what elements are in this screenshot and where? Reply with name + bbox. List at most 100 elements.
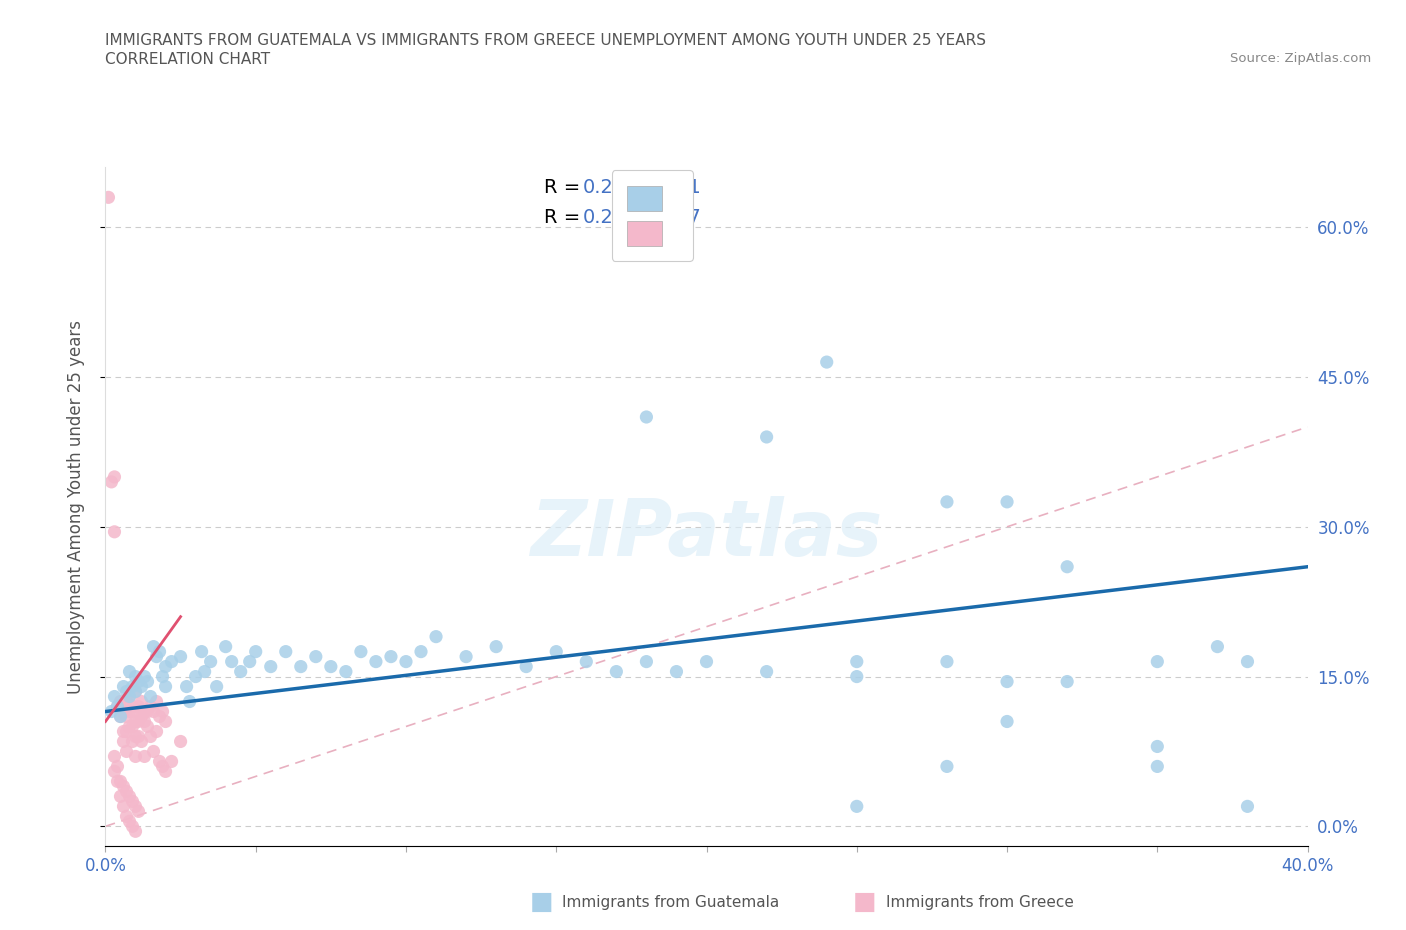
Point bbox=[364, 654, 387, 669]
Point bbox=[131, 734, 153, 749]
Point bbox=[97, 190, 120, 205]
Point bbox=[636, 654, 658, 669]
Point bbox=[136, 674, 159, 689]
Text: ■: ■ bbox=[530, 890, 553, 914]
Point bbox=[380, 649, 402, 664]
Point bbox=[319, 659, 342, 674]
Point bbox=[176, 679, 198, 694]
Point bbox=[274, 644, 297, 659]
Point bbox=[169, 734, 191, 749]
Point bbox=[815, 354, 838, 369]
Point bbox=[350, 644, 373, 659]
Point bbox=[605, 664, 627, 679]
Point bbox=[214, 639, 236, 654]
Point bbox=[1236, 799, 1258, 814]
Point bbox=[575, 654, 598, 669]
Point bbox=[148, 709, 170, 724]
Point bbox=[103, 470, 125, 485]
Point bbox=[1146, 759, 1168, 774]
Point bbox=[115, 744, 138, 759]
Text: IMMIGRANTS FROM GUATEMALA VS IMMIGRANTS FROM GREECE UNEMPLOYMENT AMONG YOUTH UND: IMMIGRANTS FROM GUATEMALA VS IMMIGRANTS … bbox=[105, 33, 987, 47]
Point bbox=[118, 664, 141, 679]
Point bbox=[103, 749, 125, 764]
Point bbox=[200, 654, 222, 669]
Point bbox=[112, 679, 135, 694]
Point bbox=[696, 654, 718, 669]
Point bbox=[107, 699, 129, 714]
Text: Immigrants from Guatemala: Immigrants from Guatemala bbox=[562, 895, 780, 910]
Point bbox=[124, 684, 146, 699]
Y-axis label: Unemployment Among Youth under 25 years: Unemployment Among Youth under 25 years bbox=[66, 320, 84, 694]
Point bbox=[128, 714, 150, 729]
Point bbox=[160, 654, 183, 669]
Point bbox=[131, 694, 153, 709]
Point bbox=[755, 430, 778, 445]
Point bbox=[128, 729, 150, 744]
Point bbox=[155, 659, 177, 674]
Point bbox=[995, 714, 1018, 729]
Point bbox=[103, 689, 125, 704]
Point bbox=[124, 824, 146, 839]
Point bbox=[260, 659, 283, 674]
Point bbox=[103, 525, 125, 539]
Point bbox=[124, 799, 146, 814]
Point bbox=[112, 779, 135, 794]
Point bbox=[115, 694, 138, 709]
Text: 0.206: 0.206 bbox=[582, 208, 638, 227]
Point bbox=[107, 774, 129, 789]
Point bbox=[179, 694, 201, 709]
Point bbox=[112, 734, 135, 749]
Point bbox=[131, 679, 153, 694]
Point bbox=[136, 704, 159, 719]
Point bbox=[118, 719, 141, 734]
Text: Immigrants from Greece: Immigrants from Greece bbox=[886, 895, 1074, 910]
Point bbox=[169, 649, 191, 664]
Text: N =: N = bbox=[631, 208, 686, 227]
Text: R =: R = bbox=[544, 178, 586, 196]
Point bbox=[155, 764, 177, 778]
Point bbox=[1146, 739, 1168, 754]
Point bbox=[152, 670, 174, 684]
Point bbox=[134, 704, 156, 719]
Point bbox=[115, 709, 138, 724]
Point bbox=[139, 689, 162, 704]
Text: N =: N = bbox=[631, 178, 686, 196]
Point bbox=[128, 699, 150, 714]
Text: R =: R = bbox=[544, 208, 586, 227]
Point bbox=[845, 799, 868, 814]
Point bbox=[124, 704, 146, 719]
Point bbox=[290, 659, 312, 674]
Point bbox=[184, 670, 207, 684]
Point bbox=[485, 639, 508, 654]
Point bbox=[128, 674, 150, 689]
Text: ■: ■ bbox=[853, 890, 876, 914]
Point bbox=[124, 749, 146, 764]
Point bbox=[115, 684, 138, 699]
Point bbox=[515, 659, 537, 674]
Text: Source: ZipAtlas.com: Source: ZipAtlas.com bbox=[1230, 52, 1371, 65]
Point bbox=[136, 719, 159, 734]
Point bbox=[665, 664, 688, 679]
Text: ZIPatlas: ZIPatlas bbox=[530, 496, 883, 572]
Point bbox=[139, 699, 162, 714]
Point bbox=[145, 694, 167, 709]
Point bbox=[118, 689, 141, 704]
Point bbox=[425, 630, 447, 644]
Point bbox=[995, 495, 1018, 510]
Point bbox=[1146, 654, 1168, 669]
Point bbox=[134, 670, 156, 684]
Point bbox=[118, 789, 141, 804]
Point bbox=[190, 644, 212, 659]
Point bbox=[546, 644, 568, 659]
Point bbox=[160, 754, 183, 769]
Point bbox=[115, 809, 138, 824]
Point bbox=[110, 789, 132, 804]
Point bbox=[118, 689, 141, 704]
Point bbox=[1056, 559, 1078, 574]
Point bbox=[121, 719, 143, 734]
Point bbox=[995, 674, 1018, 689]
Point bbox=[142, 744, 165, 759]
Point bbox=[755, 664, 778, 679]
Point bbox=[124, 684, 146, 699]
Point bbox=[139, 729, 162, 744]
